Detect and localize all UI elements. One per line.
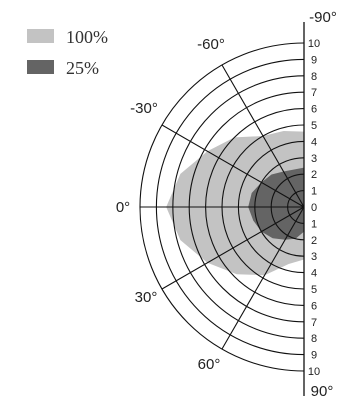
radial-tick-label: 2: [311, 235, 317, 247]
angle-label: -90°: [309, 9, 337, 26]
series-area-0: [166, 131, 304, 276]
radial-tick-label: 4: [311, 268, 317, 280]
radial-tick-label: 10: [308, 38, 320, 50]
series-area-1: [248, 167, 304, 240]
grid-spoke: [161, 124, 305, 208]
radial-tick-label: 7: [311, 317, 317, 329]
radial-tick-label: 5: [311, 284, 317, 296]
radial-tick-label: 8: [311, 333, 317, 345]
angle-label: 0°: [116, 199, 130, 216]
legend-swatch-1: [27, 60, 54, 74]
radial-tick-label: 8: [311, 71, 317, 83]
polar-grid: [139, 22, 305, 396]
legend: 100% 25%: [27, 27, 108, 78]
radial-tick-label: 6: [311, 300, 317, 312]
grid-spoke: [221, 206, 305, 350]
angle-label: 90°: [311, 383, 334, 400]
radial-tick-label: 2: [311, 169, 317, 181]
legend-label-0: 100%: [66, 27, 108, 47]
radial-tick-label: 0: [311, 202, 317, 214]
radial-tick-label: 4: [311, 136, 317, 148]
radial-tick-label: 1: [311, 186, 317, 198]
grid-spoke: [221, 64, 305, 208]
angle-label: 60°: [198, 356, 221, 373]
angle-label: -60°: [197, 36, 225, 53]
radial-tick-label: 1: [311, 218, 317, 230]
radial-tick-label: 9: [311, 54, 317, 66]
radial-tick-label: 6: [311, 104, 317, 116]
radial-tick-label: 3: [311, 153, 317, 165]
grid-spoke: [161, 206, 305, 290]
radial-tick-label: 3: [311, 251, 317, 263]
legend-label-1: 25%: [66, 58, 99, 78]
angle-label: 30°: [135, 289, 158, 306]
series-areas: [166, 131, 304, 276]
radial-tick-label: 10: [308, 366, 320, 378]
radial-tick-label: 9: [311, 350, 317, 362]
radial-tick-label: 5: [311, 120, 317, 132]
radial-tick-label: 7: [311, 87, 317, 99]
angle-label: -30°: [130, 100, 158, 117]
legend-swatch-0: [27, 29, 54, 43]
axis-labels: 0 1 1 2 2 3 3 4 4 5 5 6 6 7 7 8 8 9 9 10 10 -90° -60° -30° 0° 30°…: [116, 9, 337, 400]
